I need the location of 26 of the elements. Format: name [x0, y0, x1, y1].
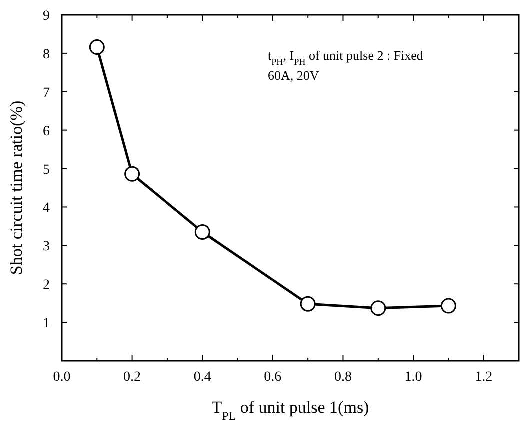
point — [194, 224, 210, 240]
x-tick-label: 0.4 — [194, 370, 212, 385]
point — [440, 298, 456, 314]
x-tick-label: 0.8 — [334, 370, 352, 385]
annotation: 60A, 20V — [268, 68, 320, 83]
y-tick-label: 2 — [43, 278, 50, 294]
y-tick-label: 9 — [43, 9, 50, 24]
point — [300, 296, 316, 312]
point — [370, 300, 386, 316]
x-tick-label: 0.2 — [124, 370, 142, 385]
annotation: t$_{PH}$, I$_{PH}$ of unit pulse 2 : Fixed — [268, 48, 424, 67]
x-axis-title: T$_{PL}$ of unit pulse 1(ms) — [212, 398, 370, 423]
y-tick-label: 3 — [43, 240, 50, 255]
x-tick-label: 0.6 — [264, 370, 282, 385]
y-tick-label: 7 — [43, 86, 50, 101]
point — [89, 40, 105, 56]
y-tick-label: 1 — [43, 316, 50, 332]
point — [124, 166, 140, 182]
y-tick-label: 8 — [43, 47, 50, 62]
x-tick-label: 1.0 — [404, 370, 422, 385]
y-axis-title: Shot circuit time ratio(%) — [7, 100, 26, 276]
y-tick-label: 5 — [43, 162, 50, 178]
y-tick-label: 4 — [43, 201, 50, 216]
x-tick-label: 0.0 — [53, 370, 71, 385]
x-tick-label: 1.2 — [475, 370, 493, 385]
y-tick-label: 6 — [43, 124, 50, 140]
